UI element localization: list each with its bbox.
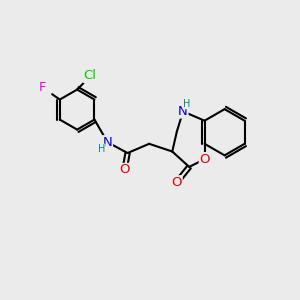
Text: N: N	[103, 136, 112, 149]
Text: F: F	[39, 81, 46, 94]
Text: O: O	[199, 153, 210, 166]
Text: Cl: Cl	[84, 69, 97, 82]
Text: H: H	[98, 144, 105, 154]
Text: O: O	[172, 176, 182, 189]
Text: H: H	[183, 99, 190, 109]
Text: O: O	[119, 164, 130, 176]
Text: N: N	[178, 105, 188, 118]
